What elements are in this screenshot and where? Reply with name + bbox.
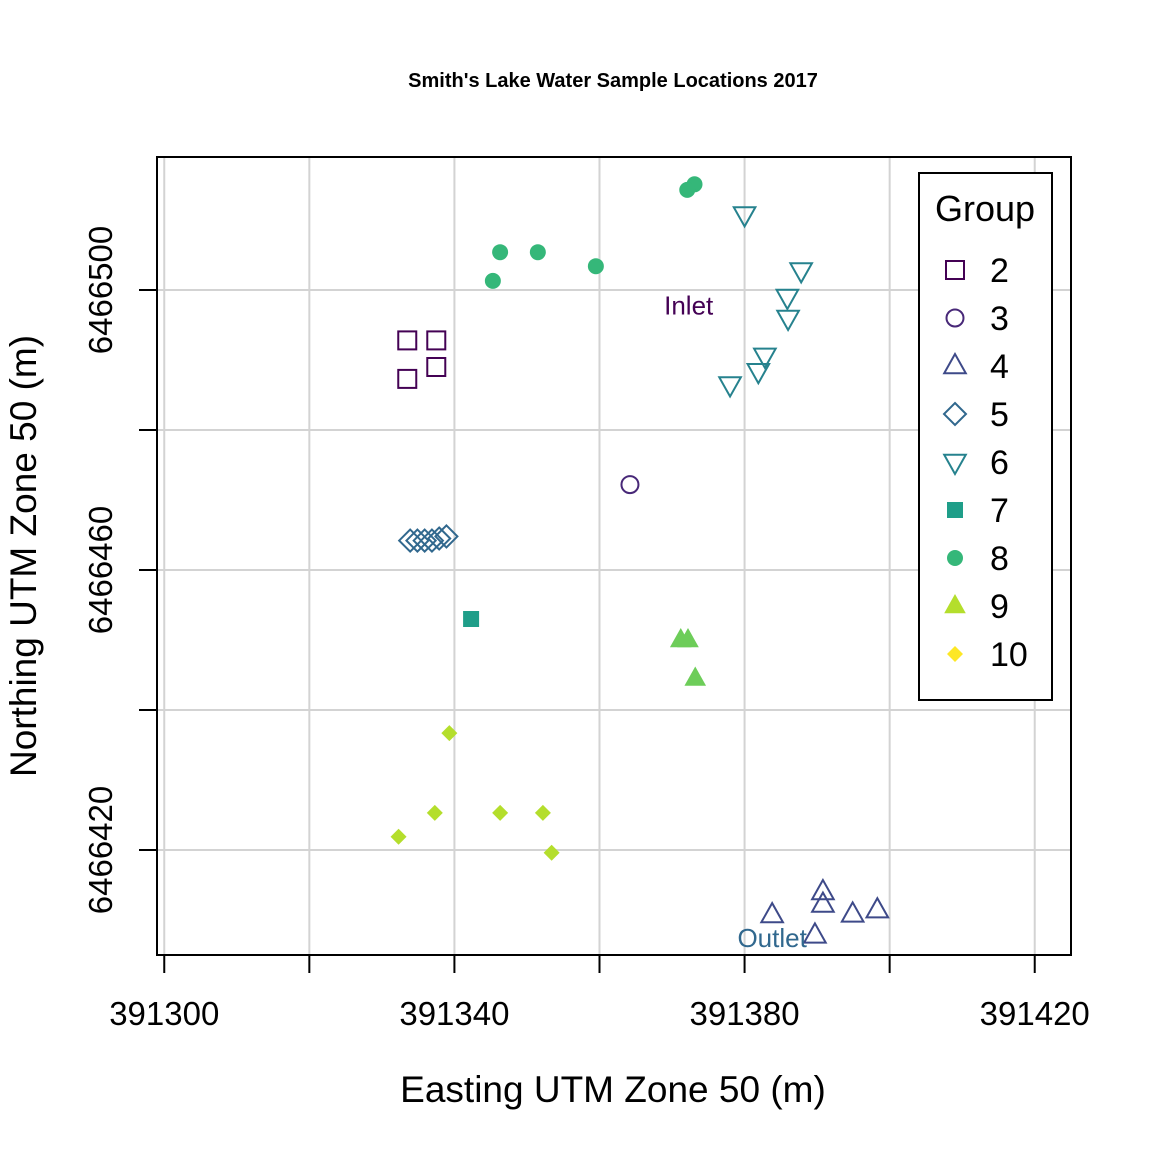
data-point-group-2 — [397, 368, 418, 389]
annotation-label: Inlet — [664, 290, 714, 320]
data-point-group-4 — [864, 896, 890, 919]
legend-label: 3 — [990, 300, 1009, 338]
legend-swatch-group-3 — [945, 308, 965, 328]
y-tick-label: 6466500 — [82, 226, 119, 354]
data-point-group-2 — [426, 357, 447, 377]
legend-label: 8 — [990, 540, 1009, 578]
data-point-group-10 — [441, 725, 458, 742]
legend-swatch-group-5 — [942, 401, 968, 427]
data-point-group-4 — [810, 890, 836, 913]
legend-swatch-group-7 — [947, 502, 963, 518]
chart-title: Smith's Lake Water Sample Locations 2017 — [408, 70, 818, 92]
annotation-label: Outlet — [737, 923, 807, 953]
data-point-group-6 — [717, 376, 743, 399]
data-point-group-5 — [397, 528, 423, 554]
y-axis-label: Northing UTM Zone 50 (m) — [3, 335, 44, 777]
data-point-group-5 — [434, 523, 459, 549]
data-point-group-9 — [677, 628, 699, 648]
legend-label: 5 — [990, 396, 1009, 434]
data-point-group-4 — [810, 877, 836, 901]
data-point-group-4 — [759, 901, 785, 924]
data-point-group-6 — [788, 262, 814, 285]
legend-label: 7 — [990, 492, 1009, 530]
y-axis: 6466420 6466460 6466500 — [82, 226, 158, 914]
data-point-group-6 — [745, 363, 771, 386]
legend-swatch-group-2 — [945, 260, 965, 280]
legend-swatch-group-10 — [947, 646, 963, 662]
data-point-group-10 — [426, 804, 443, 821]
legend-label: 2 — [990, 252, 1009, 290]
x-tick-label: 391300 — [109, 995, 219, 1032]
legend-label: 4 — [990, 348, 1009, 386]
data-point-group-6 — [752, 347, 778, 370]
data-point-group-4 — [840, 900, 866, 923]
data-points — [390, 176, 890, 944]
data-point-group-10 — [543, 844, 560, 861]
legend-swatch-group-8 — [947, 550, 963, 566]
annotations: Inlet Outlet — [664, 290, 807, 953]
data-point-group-10 — [534, 804, 551, 821]
y-tick-label: 6466460 — [82, 506, 119, 634]
data-point-group-8 — [529, 244, 546, 261]
data-point-group-2 — [397, 330, 418, 351]
legend: Group 2 3 4 5 6 7 8 9 10 — [918, 172, 1053, 701]
data-point-group-8 — [484, 272, 501, 289]
data-point-group-5 — [405, 528, 430, 554]
data-point-group-7 — [463, 611, 480, 627]
x-tick-label: 391380 — [690, 995, 800, 1032]
data-point-group-6 — [774, 288, 800, 312]
x-axis-label: Easting UTM Zone 50 (m) — [400, 1069, 826, 1110]
x-tick-label: 391340 — [399, 995, 509, 1032]
data-point-group-8 — [492, 244, 509, 261]
legend-swatch-group-9 — [944, 594, 966, 614]
data-point-group-5 — [426, 526, 452, 551]
legend-box — [918, 172, 1053, 701]
data-point-group-6 — [775, 309, 801, 333]
x-axis: 391300 391340 391380 391420 — [109, 954, 1090, 1032]
data-point-group-8 — [587, 258, 604, 275]
data-point-group-3 — [620, 475, 640, 495]
data-point-group-2 — [426, 330, 447, 351]
data-point-group-10 — [390, 828, 407, 845]
data-point-group-4 — [802, 921, 828, 944]
y-tick-label: 6466420 — [82, 786, 119, 914]
data-point-group-9 — [684, 666, 707, 686]
data-point-group-8 — [679, 181, 696, 198]
x-tick-label: 391420 — [980, 995, 1090, 1032]
legend-label: 6 — [990, 444, 1009, 482]
legend-label: 10 — [990, 636, 1028, 674]
data-point-group-6 — [732, 206, 758, 229]
legend-label: 9 — [990, 588, 1009, 626]
data-point-group-10 — [492, 804, 509, 821]
legend-title: Group — [935, 188, 1035, 229]
legend-swatch-group-6 — [942, 453, 968, 477]
legend-swatch-group-4 — [942, 351, 968, 375]
